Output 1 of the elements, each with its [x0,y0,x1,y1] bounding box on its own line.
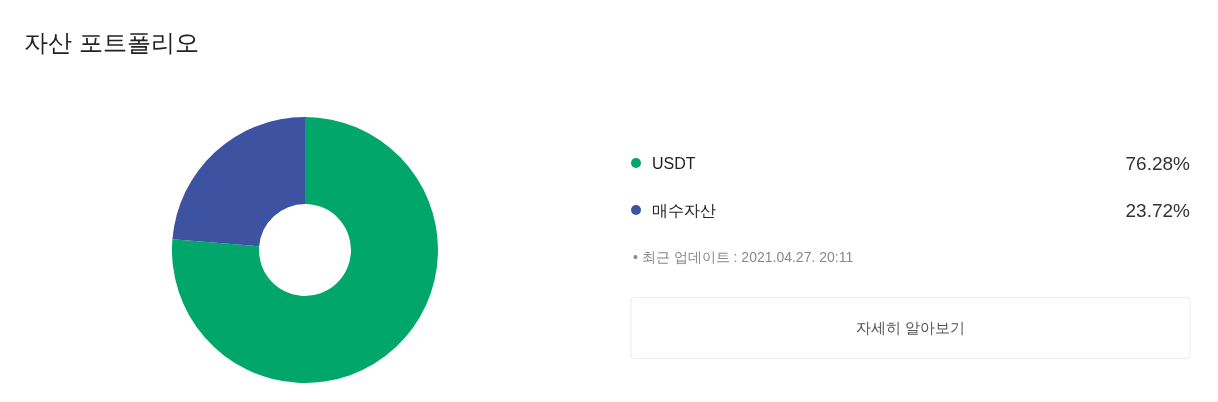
title: 자산 포트폴리오 [24,29,199,56]
